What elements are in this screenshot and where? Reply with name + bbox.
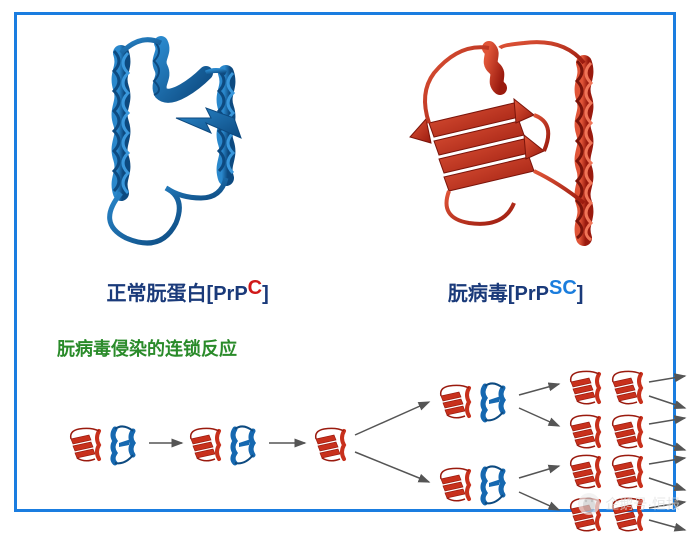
labels-row: 正常朊蛋白[PrPC] 朊病毒[PrPSC] xyxy=(17,277,673,306)
watermark-text: 企鹅号·恒报 xyxy=(605,494,680,514)
normal-protein-structure xyxy=(41,23,321,263)
chain-arrow xyxy=(649,458,685,464)
mini-prion-protein xyxy=(441,385,469,417)
chain-reaction-diagram xyxy=(37,360,657,510)
chain-arrow xyxy=(649,438,685,450)
mini-prion-protein xyxy=(191,428,219,460)
mini-prion-protein xyxy=(571,415,599,447)
chain-arrow xyxy=(649,478,685,490)
mini-prion-protein xyxy=(71,428,99,460)
chain-arrow xyxy=(519,466,559,478)
normal-label-text: 正常朊蛋白 xyxy=(107,283,207,305)
mini-normal-protein xyxy=(483,466,503,503)
chain-arrow xyxy=(649,520,685,530)
mini-prion-protein xyxy=(613,455,641,487)
chain-arrow xyxy=(355,402,429,435)
mini-prion-protein xyxy=(571,371,599,403)
prion-sup: SC xyxy=(549,277,577,299)
mini-prion-protein xyxy=(613,415,641,447)
bracket-open2: [PrP xyxy=(508,283,549,305)
penguin-icon xyxy=(577,492,601,516)
chain-arrow xyxy=(649,376,685,382)
bracket-close: ] xyxy=(262,283,269,305)
chain-arrow xyxy=(355,452,429,482)
mini-normal-protein xyxy=(483,383,503,420)
normal-protein-label: 正常朊蛋白[PrPC] xyxy=(107,277,269,306)
mini-normal-protein xyxy=(233,426,253,463)
prion-label-text: 朊病毒 xyxy=(448,283,508,305)
chain-arrow xyxy=(649,418,685,424)
chain-arrow xyxy=(519,408,559,426)
chain-reaction-title: 朊病毒侵染的连锁反应 xyxy=(57,335,237,361)
mini-normal-protein xyxy=(113,426,133,463)
mini-prion-protein xyxy=(571,455,599,487)
protein-structures-row xyxy=(17,23,673,303)
bracket-open: [PrP xyxy=(207,283,248,305)
normal-sup: C xyxy=(248,277,262,299)
prion-protein-structure xyxy=(369,23,649,263)
mini-prion-protein xyxy=(441,468,469,500)
mini-prion-protein xyxy=(316,428,344,460)
bracket-close2: ] xyxy=(577,283,584,305)
chain-arrow xyxy=(649,396,685,408)
mini-prion-protein xyxy=(613,371,641,403)
chain-arrow xyxy=(519,492,559,510)
watermark: 企鹅号·恒报 xyxy=(577,492,680,516)
chain-arrow xyxy=(519,384,559,395)
diagram-frame: 正常朊蛋白[PrPC] 朊病毒[PrPSC] 朊病毒侵染的连锁反应 xyxy=(14,12,676,512)
prion-protein-label: 朊病毒[PrPSC] xyxy=(448,277,584,306)
